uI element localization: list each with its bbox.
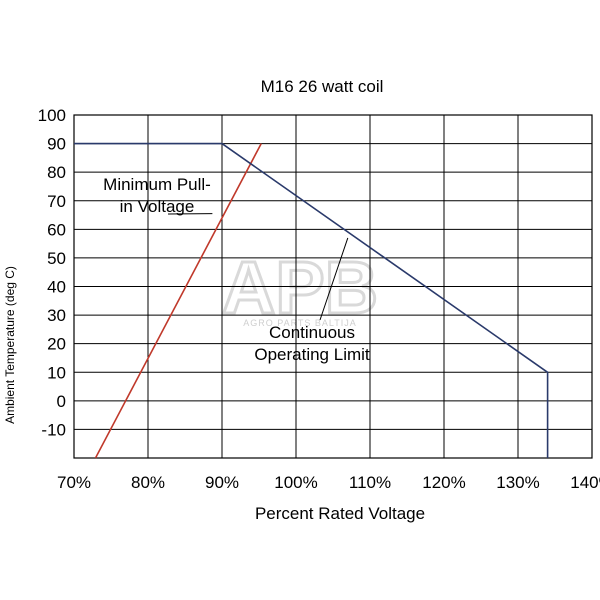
x-tick-label: 120% [422, 473, 465, 492]
x-tick-label: 80% [131, 473, 165, 492]
x-tick-label: 70% [57, 473, 91, 492]
x-tick-label: 140% [570, 473, 600, 492]
y-tick-label: 50 [47, 249, 66, 268]
x-tick-label: 100% [274, 473, 317, 492]
annotation-pull-in-text: in Voltage [120, 197, 195, 216]
series-layer [74, 142, 549, 459]
plot-frame [73, 114, 593, 459]
x-tick-label: 90% [205, 473, 239, 492]
series-line-pull-in [94, 143, 262, 459]
y-tick-label: 0 [57, 392, 66, 411]
y-tick-label: -10 [41, 420, 66, 439]
y-tick-label: 20 [47, 335, 66, 354]
y-tick-label: 80 [47, 163, 66, 182]
series-line-operating-limit [74, 142, 549, 458]
watermark-text: APB [222, 246, 378, 329]
x-axis-label: Percent Rated Voltage [255, 504, 425, 523]
y-tick-label: 60 [47, 220, 66, 239]
y-tick-label: 10 [47, 363, 66, 382]
y-tick-label: 70 [47, 192, 66, 211]
annotation-operating-limit-leader [319, 237, 349, 321]
x-tick-label: 110% [349, 473, 391, 492]
y-axis-label: Ambient Temperature (deg C) [3, 266, 17, 424]
annotation-operating-limit-text: Continuous [269, 323, 355, 342]
annotation-operating-limit-text: Operating Limit [254, 345, 370, 364]
annotation-pull-in-text: Minimum Pull- [103, 175, 211, 194]
annotations: Minimum Pull-in Voltage Continuous Operati… [103, 175, 370, 364]
y-tick-label: 100 [38, 106, 66, 125]
y-tick-label: 40 [47, 278, 66, 297]
chart-title: M16 26 watt coil [261, 77, 384, 96]
tick-labels: 70% 80% 90% 100% 110% 120% 130% 140% -10 0 10 20 30 4… [38, 106, 600, 492]
grid [73, 114, 593, 459]
watermark-subtext: AGRO PARTS BALTIJA [243, 318, 357, 328]
y-tick-label: 90 [47, 135, 66, 154]
x-tick-label: 130% [496, 473, 539, 492]
y-tick-label: 30 [47, 306, 66, 325]
